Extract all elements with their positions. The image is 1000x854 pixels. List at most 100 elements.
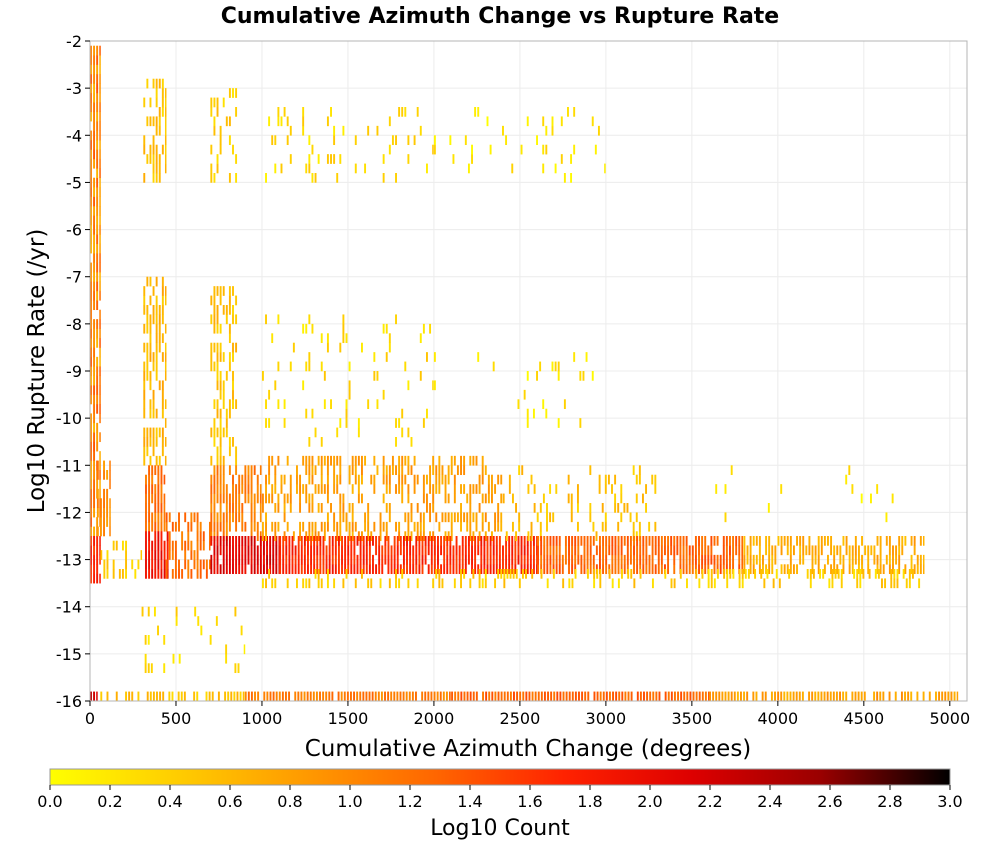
heatmap-cell: [460, 484, 462, 494]
heatmap-cell: [323, 371, 326, 381]
heatmap-cell: [161, 88, 164, 98]
heatmap-cell: [106, 488, 109, 499]
heatmap-cell: [453, 578, 456, 589]
heatmap-cell: [90, 187, 92, 197]
heatmap-cell: [395, 521, 397, 532]
heatmap-cell: [99, 158, 101, 169]
heatmap-cell: [90, 83, 92, 94]
heatmap-cell: [464, 564, 467, 575]
heatmap-cell: [438, 455, 441, 466]
heatmap-cell: [416, 107, 419, 117]
heatmap-cell: [724, 512, 727, 523]
heatmap-cell: [370, 578, 373, 589]
heatmap-cell: [729, 569, 732, 579]
heatmap-cell: [250, 512, 253, 523]
heatmap-cell: [789, 554, 792, 565]
heatmap-cell: [96, 432, 99, 443]
heatmap-cell: [178, 559, 180, 570]
heatmap-cell: [219, 323, 222, 334]
heatmap-cell: [90, 347, 92, 358]
heatmap-cell: [330, 107, 332, 117]
heatmap-cell: [546, 564, 549, 575]
heatmap-cell: [336, 521, 339, 532]
heatmap-cell: [103, 470, 105, 480]
heatmap-cell: [90, 498, 92, 509]
heatmap-cell: [469, 484, 472, 494]
heatmap-cell: [90, 309, 92, 320]
heatmap-cell: [497, 569, 500, 579]
heatmap-cell: [401, 474, 404, 485]
heatmap-cell: [761, 691, 764, 702]
heatmap-cell: [305, 578, 308, 589]
heatmap-cell: [589, 564, 592, 575]
heatmap-cell: [747, 569, 750, 579]
heatmap-cell: [636, 536, 639, 546]
heatmap-cell: [213, 295, 216, 306]
heatmap-cell: [595, 531, 598, 542]
heatmap-cell: [356, 691, 359, 702]
heatmap-cell: [314, 521, 317, 532]
heatmap-cell: [90, 281, 92, 292]
heatmap-cell: [247, 493, 250, 504]
heatmap-cell: [573, 144, 576, 155]
heatmap-cell: [151, 521, 154, 532]
heatmap-cell: [213, 418, 216, 428]
heatmap-cell: [99, 234, 101, 245]
heatmap-cell: [216, 97, 219, 108]
heatmap-cell: [232, 352, 234, 362]
heatmap-cell: [853, 569, 856, 579]
heatmap-cell: [155, 323, 158, 334]
heatmap-cell: [589, 465, 592, 476]
heatmap-cell: [586, 569, 589, 579]
heatmap-cell: [489, 536, 492, 546]
heatmap-cell: [93, 470, 96, 480]
heatmap-cell: [283, 418, 286, 428]
heatmap-cell: [197, 616, 200, 626]
heatmap-cell: [418, 545, 421, 556]
heatmap-cell: [235, 295, 238, 306]
heatmap-cell: [268, 418, 271, 428]
heatmap-cell: [611, 484, 613, 494]
heatmap-cell: [160, 550, 163, 560]
heatmap-cell: [351, 512, 354, 523]
heatmap-cell: [163, 569, 166, 579]
heatmap-cell: [460, 512, 462, 523]
heatmap-cell: [90, 460, 92, 471]
heatmap-cell: [502, 564, 504, 575]
heatmap-cell: [93, 526, 96, 537]
heatmap-cell: [402, 536, 405, 546]
heatmap-cell: [427, 536, 430, 546]
heatmap-cell: [256, 474, 259, 485]
heatmap-cell: [96, 196, 99, 207]
x-tick-label: 2500: [500, 709, 541, 728]
heatmap-cell: [531, 691, 534, 702]
heatmap-cell: [729, 554, 731, 565]
heatmap-cell: [164, 286, 167, 296]
heatmap-cell: [536, 554, 538, 565]
heatmap-cell: [576, 493, 579, 504]
heatmap-cell: [597, 125, 600, 136]
heatmap-cell: [444, 474, 447, 485]
heatmap-cell: [518, 465, 521, 476]
heatmap-cell: [143, 173, 146, 183]
heatmap-cell: [93, 413, 96, 424]
heatmap-cell: [836, 564, 839, 575]
heatmap-cell: [387, 691, 390, 702]
heatmap-cell: [910, 554, 913, 565]
heatmap-cell: [712, 691, 715, 702]
heatmap-cell: [219, 493, 222, 504]
heatmap-cell: [345, 333, 348, 344]
heatmap-cell: [339, 465, 342, 476]
heatmap-cell: [235, 503, 238, 513]
heatmap-cell: [151, 550, 154, 560]
heatmap-cell: [419, 125, 422, 136]
heatmap-cell: [441, 512, 444, 523]
heatmap-cell: [382, 493, 385, 504]
heatmap-cell: [271, 455, 274, 466]
heatmap-cell: [344, 536, 347, 546]
heatmap-cell: [564, 536, 567, 546]
heatmap-cell: [210, 554, 213, 565]
heatmap-cell: [280, 116, 283, 127]
heatmap-cell: [90, 385, 92, 395]
heatmap-cell: [99, 460, 101, 471]
